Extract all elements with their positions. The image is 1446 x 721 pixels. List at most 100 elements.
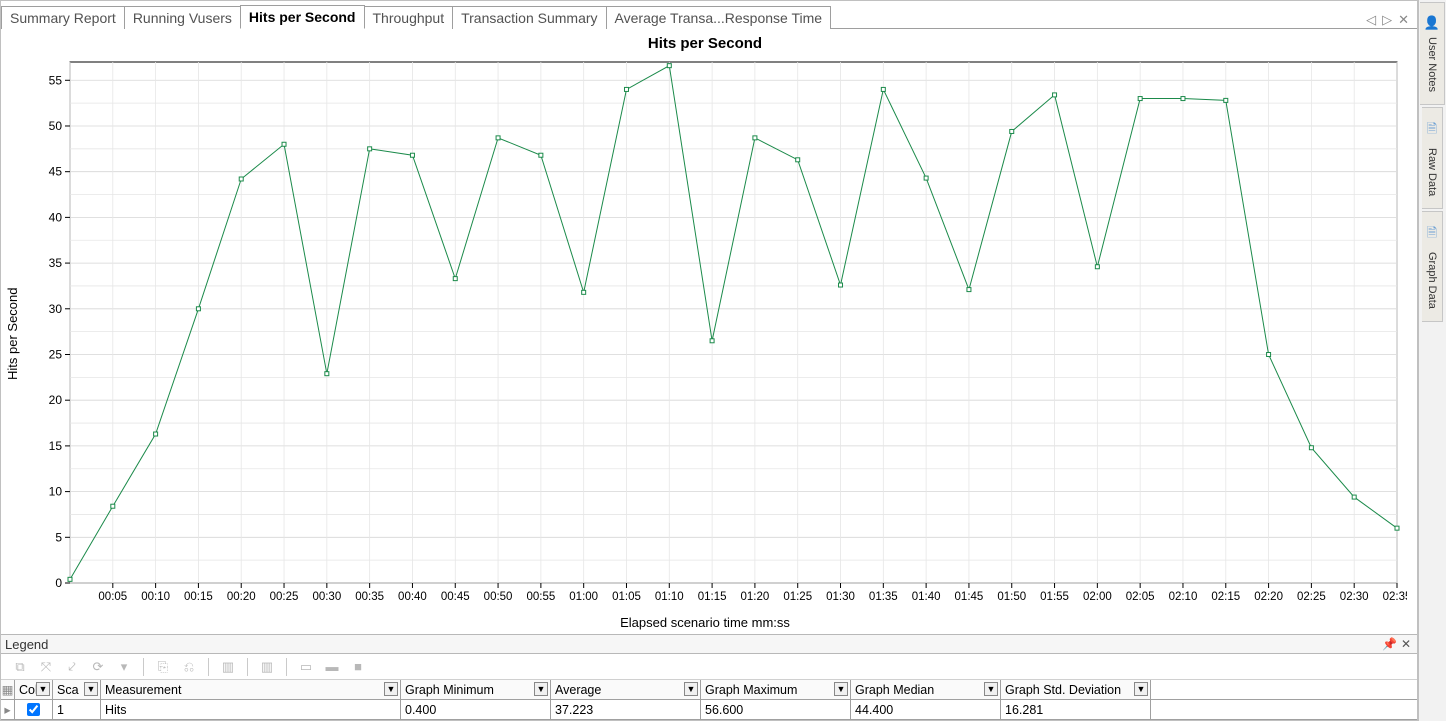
svg-text:02:30: 02:30 [1340,591,1369,603]
svg-text:00:45: 00:45 [441,591,470,603]
svg-text:01:35: 01:35 [869,591,898,603]
svg-text:00:55: 00:55 [526,591,555,603]
col-min-header[interactable]: Graph Minimum▼ [401,680,551,699]
tb-collapse-icon[interactable]: ⤦ [61,656,83,678]
legend-toolbar: ⧉ ⤧ ⤦ ⟳ ▾ ⎘ ⎌ ▥ ▥ ▭ ▬ ■ [1,654,1417,680]
svg-text:25: 25 [49,347,63,361]
dropdown-icon[interactable]: ▼ [534,682,548,696]
dropdown-icon[interactable]: ▼ [36,682,50,696]
col-std-header[interactable]: Graph Std. Deviation▼ [1001,680,1151,699]
tab-nav-right-icon[interactable]: ▷ [1382,12,1392,28]
tab-running-vusers[interactable]: Running Vusers [124,6,241,29]
tb-a-icon[interactable]: ▭ [295,656,317,678]
col-median-header[interactable]: Graph Median▼ [851,680,1001,699]
tab-summary-report[interactable]: Summary Report [1,6,125,29]
svg-text:00:25: 00:25 [270,591,299,603]
svg-text:02:00: 02:00 [1083,591,1112,603]
svg-text:45: 45 [49,165,63,179]
tb-c-icon[interactable]: ■ [347,656,369,678]
row-handle[interactable]: ▸ [1,700,15,719]
tab-transaction-summary[interactable]: Transaction Summary [452,6,606,29]
legend-title: Legend [5,637,48,652]
col-measurement-header[interactable]: Measurement▼ [101,680,401,699]
pin-icon[interactable]: 📌 [1380,637,1399,651]
chart-panel: Hits per Second Hits per Second 05101520… [1,29,1417,634]
svg-text:35: 35 [49,256,63,270]
row-min: 0.400 [401,700,551,719]
dropdown-icon[interactable]: ▼ [84,682,98,696]
svg-text:00:10: 00:10 [141,591,170,603]
side-tab-label: Raw Data [1426,148,1438,196]
legend-header-row: ▦ Col▼ Sca▼ Measurement▼ Graph Minimum▼ … [1,680,1417,700]
svg-text:01:25: 01:25 [783,591,812,603]
svg-text:5: 5 [55,530,62,544]
tb-group-icon[interactable]: ▥ [217,656,239,678]
col-scale-header[interactable]: Sca▼ [53,680,101,699]
tab-nav-left-icon[interactable]: ◁ [1366,12,1376,28]
legend-data-row[interactable]: ▸ 1 Hits 0.400 37.223 56.600 44.400 16.2… [1,700,1417,720]
svg-text:01:30: 01:30 [826,591,855,603]
svg-text:55: 55 [49,73,63,87]
tab-hits-per-second[interactable]: Hits per Second [240,5,365,29]
dropdown-icon[interactable]: ▼ [384,682,398,696]
svg-text:20: 20 [49,393,63,407]
col-handle-header[interactable]: ▦ [1,680,15,699]
side-tab-user-notes[interactable]: 👤 User Notes [1420,2,1445,105]
line-chart-svg: 051015202530354045505500:0500:1000:1500:… [22,54,1407,613]
tb-copy-icon[interactable]: ⎘ [152,656,174,678]
svg-text:00:30: 00:30 [312,591,341,603]
dropdown-icon[interactable]: ▼ [984,682,998,696]
svg-text:00:20: 00:20 [227,591,256,603]
svg-text:50: 50 [49,119,63,133]
tab-throughput[interactable]: Throughput [364,6,454,29]
side-tab-raw-data[interactable]: 🗎 Raw Data [1422,107,1443,209]
dropdown-icon[interactable]: ▼ [1134,682,1148,696]
svg-text:01:20: 01:20 [741,591,770,603]
tab-nav: ◁ ▷ ✕ [1366,12,1417,28]
col-max-header[interactable]: Graph Maximum▼ [701,680,851,699]
legend-close-icon[interactable]: ✕ [1399,637,1413,651]
svg-text:01:50: 01:50 [997,591,1026,603]
svg-text:00:50: 00:50 [484,591,513,603]
tab-nav-close-icon[interactable]: ✕ [1398,12,1409,28]
chart-body: Hits per Second 051015202530354045505500… [3,54,1407,613]
row-avg: 37.223 [551,700,701,719]
tb-b-icon[interactable]: ▬ [321,656,343,678]
tb-filter-icon[interactable]: ⧉ [9,656,31,678]
svg-text:0: 0 [55,576,62,590]
svg-text:02:10: 02:10 [1169,591,1198,603]
row-max: 56.600 [701,700,851,719]
row-measurement: Hits [101,700,401,719]
tab-avg-trans-response-time[interactable]: Average Transa...Response Time [606,6,832,29]
svg-text:00:40: 00:40 [398,591,427,603]
svg-text:00:35: 00:35 [355,591,384,603]
dropdown-icon[interactable]: ▼ [834,682,848,696]
col-avg-header[interactable]: Average▼ [551,680,701,699]
side-tab-graph-data[interactable]: 🗎 Graph Data [1422,211,1443,322]
svg-text:02:35: 02:35 [1383,591,1407,603]
side-tab-label: Graph Data [1426,252,1438,309]
row-std: 16.281 [1001,700,1151,719]
right-side-panel: 👤 User Notes 🗎 Raw Data 🗎 Graph Data [1418,0,1446,721]
tb-export-icon[interactable]: ⎌ [178,656,200,678]
svg-text:00:05: 00:05 [98,591,127,603]
tb-refresh-icon[interactable]: ⟳ [87,656,109,678]
svg-text:40: 40 [49,210,63,224]
tb-expand-icon[interactable]: ⤧ [35,656,57,678]
dropdown-icon[interactable]: ▼ [684,682,698,696]
svg-text:01:45: 01:45 [955,591,984,603]
svg-text:01:15: 01:15 [698,591,727,603]
row-visibility-checkbox[interactable] [15,700,53,719]
plot-area[interactable]: 051015202530354045505500:0500:1000:1500:… [22,54,1407,613]
svg-text:01:10: 01:10 [655,591,684,603]
tb-columns-icon[interactable]: ▥ [256,656,278,678]
tb-funnel-icon[interactable]: ▾ [113,656,135,678]
svg-text:00:15: 00:15 [184,591,213,603]
svg-text:01:40: 01:40 [912,591,941,603]
series-visible-checkbox[interactable] [27,703,40,716]
svg-text:02:25: 02:25 [1297,591,1326,603]
svg-text:10: 10 [49,485,63,499]
col-color-header[interactable]: Col▼ [15,680,53,699]
side-tab-label: User Notes [1426,37,1438,92]
tab-strip: Summary Report Running Vusers Hits per S… [1,1,1417,29]
